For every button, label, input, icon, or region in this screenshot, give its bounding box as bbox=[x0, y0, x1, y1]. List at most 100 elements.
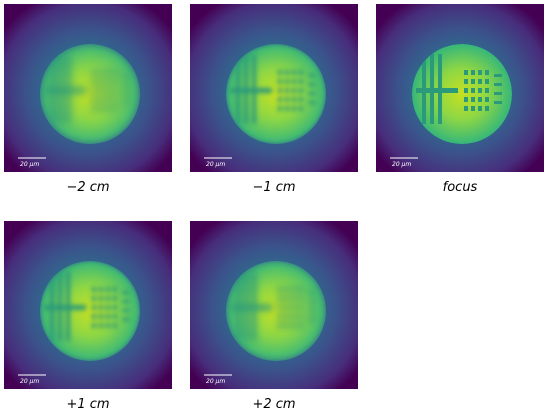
panel-caption: +1 cm bbox=[66, 397, 109, 412]
target-bar bbox=[44, 88, 86, 93]
target-square bbox=[113, 296, 117, 301]
target-square bbox=[299, 287, 303, 292]
target-square bbox=[485, 88, 489, 93]
target-square bbox=[106, 88, 110, 93]
target-square bbox=[99, 287, 103, 292]
target-bar bbox=[494, 92, 502, 95]
target-square bbox=[113, 88, 117, 93]
target-square bbox=[285, 106, 289, 111]
target-bar bbox=[122, 83, 130, 86]
target-square bbox=[292, 106, 296, 111]
target-square bbox=[113, 287, 117, 292]
target-square bbox=[113, 97, 117, 102]
target-bar bbox=[494, 101, 502, 104]
target-square bbox=[113, 314, 117, 319]
target-square bbox=[478, 88, 482, 93]
target-pattern bbox=[230, 271, 316, 341]
target-square bbox=[299, 79, 303, 84]
target-bar bbox=[308, 309, 316, 312]
aperture bbox=[226, 261, 326, 361]
target-square bbox=[278, 323, 282, 328]
target-square bbox=[485, 97, 489, 102]
target-square bbox=[285, 88, 289, 93]
target-square bbox=[292, 97, 296, 102]
target-bar bbox=[308, 291, 316, 294]
target-bar bbox=[44, 305, 86, 310]
target-square bbox=[99, 305, 103, 310]
target-bar bbox=[308, 83, 316, 86]
target-square bbox=[285, 70, 289, 75]
target-bar bbox=[308, 101, 316, 104]
target-bar bbox=[122, 300, 130, 303]
target-square bbox=[464, 79, 468, 84]
target-square bbox=[92, 323, 96, 328]
target-square bbox=[471, 97, 475, 102]
target-square bbox=[113, 106, 117, 111]
target-square bbox=[278, 287, 282, 292]
target-square bbox=[485, 106, 489, 111]
scale-bar-label: 20 μm bbox=[20, 378, 39, 385]
target-square bbox=[478, 70, 482, 75]
target-bar bbox=[308, 92, 316, 95]
target-square bbox=[285, 79, 289, 84]
target-square bbox=[113, 305, 117, 310]
target-square bbox=[278, 88, 282, 93]
target-bar bbox=[122, 291, 130, 294]
target-square bbox=[106, 287, 110, 292]
target-bar bbox=[494, 74, 502, 77]
image-panel: 20 μm bbox=[4, 221, 172, 389]
target-bar bbox=[416, 88, 458, 93]
scale-bar-label: 20 μm bbox=[392, 161, 411, 168]
target-square bbox=[99, 106, 103, 111]
target-square bbox=[278, 106, 282, 111]
panel-caption: −2 cm bbox=[66, 180, 109, 195]
target-square bbox=[99, 97, 103, 102]
target-bar bbox=[308, 300, 316, 303]
target-square bbox=[278, 296, 282, 301]
aperture-disk bbox=[40, 261, 140, 361]
target-square bbox=[292, 287, 296, 292]
target-square bbox=[92, 305, 96, 310]
target-square bbox=[106, 323, 110, 328]
target-square bbox=[99, 88, 103, 93]
target-square bbox=[299, 314, 303, 319]
target-square bbox=[471, 79, 475, 84]
target-square bbox=[92, 106, 96, 111]
target-square bbox=[485, 70, 489, 75]
target-square bbox=[106, 70, 110, 75]
scale-bar-label: 20 μm bbox=[206, 161, 225, 168]
target-square bbox=[292, 323, 296, 328]
target-square bbox=[99, 323, 103, 328]
target-square bbox=[92, 287, 96, 292]
panel-caption: +2 cm bbox=[252, 397, 295, 412]
target-square bbox=[464, 97, 468, 102]
aperture-disk bbox=[226, 44, 326, 144]
target-square bbox=[299, 70, 303, 75]
target-square bbox=[471, 106, 475, 111]
scale-bar-label: 20 μm bbox=[20, 161, 39, 168]
target-square bbox=[92, 79, 96, 84]
target-bar bbox=[494, 83, 502, 86]
target-square bbox=[478, 79, 482, 84]
target-square bbox=[299, 106, 303, 111]
target-bar bbox=[308, 74, 316, 77]
target-square bbox=[299, 323, 303, 328]
target-square bbox=[92, 97, 96, 102]
target-square bbox=[299, 97, 303, 102]
target-square bbox=[278, 97, 282, 102]
target-square bbox=[299, 305, 303, 310]
target-square bbox=[113, 79, 117, 84]
panel-caption: focus bbox=[443, 180, 478, 195]
target-square bbox=[106, 305, 110, 310]
target-square bbox=[106, 314, 110, 319]
target-square bbox=[285, 296, 289, 301]
target-square bbox=[106, 106, 110, 111]
target-pattern bbox=[44, 54, 130, 124]
target-square bbox=[92, 314, 96, 319]
target-pattern bbox=[416, 54, 502, 124]
target-square bbox=[92, 88, 96, 93]
target-square bbox=[99, 79, 103, 84]
target-square bbox=[99, 70, 103, 75]
target-bar bbox=[308, 318, 316, 321]
